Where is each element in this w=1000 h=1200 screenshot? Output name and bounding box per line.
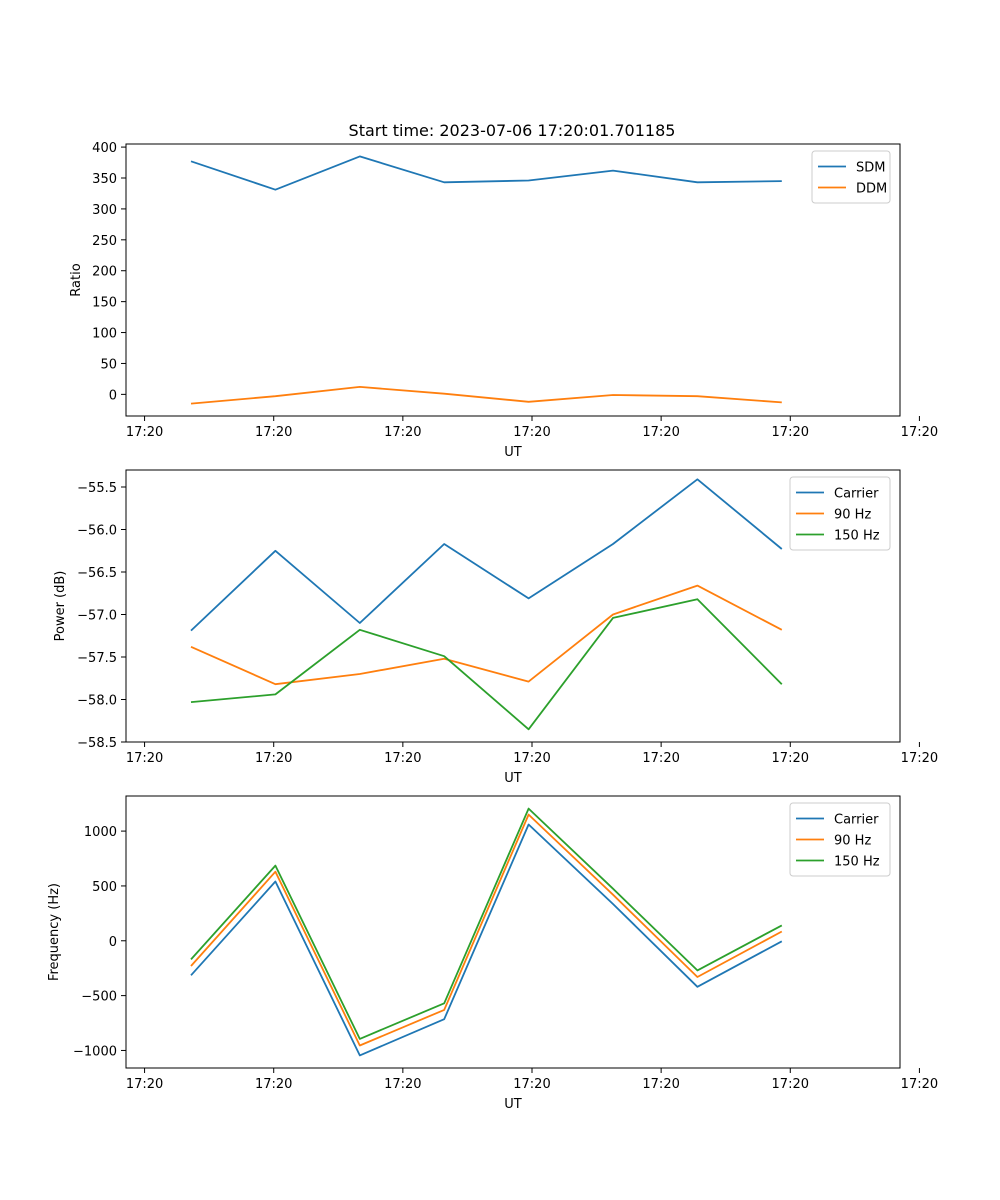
legend-label: DDM [856, 182, 887, 197]
legend-label: 90 Hz [834, 508, 871, 523]
x-tick-label: 17:20 [901, 1077, 938, 1092]
y-axis-title: Frequency (Hz) [47, 883, 62, 981]
x-tick-label: 17:20 [384, 751, 421, 766]
legend-label: 150 Hz [834, 855, 880, 870]
y-tick-label: −57.0 [77, 609, 117, 624]
series-line-carrier [190, 823, 783, 1057]
y-tick-label: 200 [92, 265, 117, 280]
x-tick-label: 17:20 [255, 1077, 292, 1092]
x-axis-title: UT [504, 445, 522, 460]
x-tick-label: 17:20 [384, 425, 421, 440]
series-line-150-hz [190, 807, 783, 1040]
y-tick-label: −1000 [73, 1044, 117, 1059]
x-tick-label: 17:20 [513, 425, 550, 440]
x-tick-label: 17:20 [126, 1077, 163, 1092]
x-axis-title: UT [504, 771, 522, 786]
chart-power: 17:20 17:20 17:20 17:20 17:20 17:20 17:20 −58.5… [53, 469, 938, 786]
y-tick-label: −56.5 [77, 566, 117, 581]
y-tick-label: 0 [109, 388, 117, 403]
legend-label: Carrier [834, 487, 879, 502]
y-tick-label: −55.5 [77, 481, 117, 496]
y-tick-label: 50 [100, 357, 117, 372]
y-tick-label: −56.0 [77, 524, 117, 539]
x-tick-label: 17:20 [126, 425, 163, 440]
y-tick-label: 1000 [84, 825, 117, 840]
y-axis-title: Power (dB) [53, 571, 68, 642]
y-tick-label: −500 [81, 990, 117, 1005]
y-axis-title: Ratio [69, 263, 84, 296]
x-tick-label: 17:20 [772, 1077, 809, 1092]
y-tick-label: 500 [92, 880, 117, 895]
x-tick-label: 17:20 [642, 751, 679, 766]
plot-frame [125, 469, 901, 743]
x-tick-label: 17:20 [384, 1077, 421, 1092]
y-tick-label: 250 [92, 234, 117, 249]
series-line-carrier [190, 478, 783, 632]
legend-label: SDM [856, 161, 885, 176]
x-tick-label: 17:20 [255, 751, 292, 766]
x-axis-title: UT [504, 1097, 522, 1112]
legend [789, 476, 891, 551]
y-tick-label: 350 [92, 172, 117, 187]
x-tick-label: 17:20 [901, 751, 938, 766]
x-tick-label: 17:20 [126, 751, 163, 766]
legend-label: 150 Hz [834, 529, 880, 544]
y-tick-label: −57.5 [77, 651, 117, 666]
y-tick-label: −58.0 [77, 694, 117, 709]
x-tick-label: 17:20 [772, 425, 809, 440]
y-tick-label: 150 [92, 296, 117, 311]
x-tick-label: 17:20 [513, 1077, 550, 1092]
chart-frequency: 17:20 17:20 17:20 17:20 17:20 17:20 17:20 −1000… [47, 795, 938, 1112]
series-line-150-hz [190, 598, 783, 731]
series-line-sdm [190, 155, 782, 191]
legend-label: Carrier [834, 813, 879, 828]
y-tick-label: −58.5 [77, 736, 117, 751]
y-tick-label: 300 [92, 203, 117, 218]
x-tick-label: 17:20 [642, 1077, 679, 1092]
x-tick-label: 17:20 [901, 425, 938, 440]
plot-frame [125, 795, 901, 1069]
legend-label: 90 Hz [834, 834, 871, 849]
chart-ratio: 17:20 17:20 17:20 17:20 17:20 17:20 17:20 0 50 10… [69, 141, 938, 460]
legend [811, 150, 891, 204]
x-tick-label: 17:20 [513, 751, 550, 766]
x-tick-label: 17:20 [772, 751, 809, 766]
y-tick-label: 100 [92, 327, 117, 342]
plot-frame [125, 143, 901, 417]
x-tick-label: 17:20 [255, 425, 292, 440]
x-tick-label: 17:20 [642, 425, 679, 440]
y-tick-label: 400 [92, 141, 117, 156]
chart-title: Start time: 2023-07-06 17:20:01.701185 [349, 121, 676, 140]
series-line-90-hz [190, 813, 783, 1047]
y-tick-label: 0 [109, 935, 117, 950]
legend [789, 802, 891, 877]
series-line-ddm [190, 385, 782, 405]
